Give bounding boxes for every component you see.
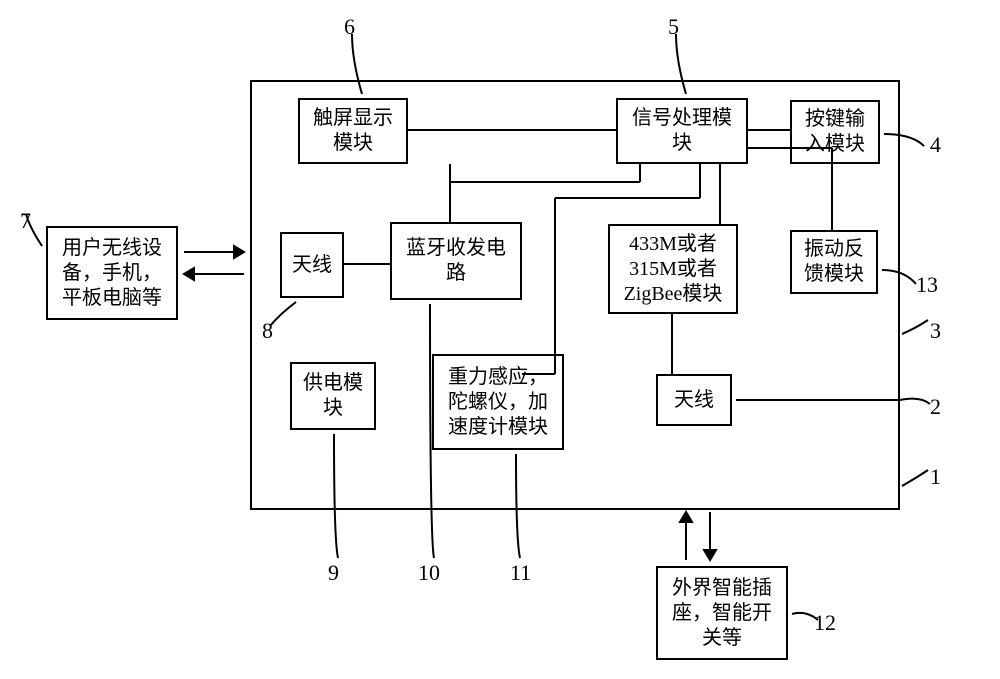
vibration-feedback-module: 振动反馈模块: [790, 230, 878, 294]
power-supply-module: 供电模块: [290, 362, 376, 430]
key-input-module: 按键输入模块: [790, 100, 880, 164]
diagram-stage: 触屏显示模块 信号处理模块 按键输入模块 天线 蓝牙收发电路 433M或者315…: [0, 0, 1000, 679]
sensor-module: 重力感应，陀螺仪，加速度计模块: [432, 354, 564, 450]
callout-9: 9: [328, 560, 339, 586]
label: 触屏显示模块: [313, 106, 393, 156]
label: 用户无线设备，手机，平板电脑等: [62, 236, 162, 311]
callout-6: 6: [344, 14, 355, 40]
bluetooth-transceiver: 蓝牙收发电路: [390, 222, 522, 300]
callout-3: 3: [930, 318, 941, 344]
label: 433M或者315M或者ZigBee模块: [624, 232, 723, 307]
label: 天线: [674, 388, 714, 413]
callout-13: 13: [916, 272, 938, 298]
callout-4: 4: [930, 132, 941, 158]
label: 天线: [292, 253, 332, 278]
callout-2: 2: [930, 394, 941, 420]
label: 供电模块: [303, 371, 363, 421]
user-wireless-device: 用户无线设备，手机，平板电脑等: [46, 226, 178, 320]
callout-12: 12: [814, 610, 836, 636]
external-smart-socket: 外界智能插座，智能开关等: [656, 566, 788, 660]
antenna-bt: 天线: [280, 232, 344, 298]
label: 信号处理模块: [632, 106, 732, 156]
callout-11: 11: [510, 560, 531, 586]
callout-1: 1: [930, 464, 941, 490]
rf-zigbee-module: 433M或者315M或者ZigBee模块: [608, 224, 738, 314]
label: 蓝牙收发电路: [406, 236, 506, 286]
label: 重力感应，陀螺仪，加速度计模块: [448, 365, 548, 440]
label: 按键输入模块: [805, 107, 865, 157]
callout-5: 5: [668, 14, 679, 40]
callout-8: 8: [262, 318, 273, 344]
antenna-rf: 天线: [656, 374, 732, 426]
callout-7: 7: [20, 208, 31, 234]
callout-10: 10: [418, 560, 440, 586]
label: 外界智能插座，智能开关等: [672, 576, 772, 651]
signal-processing-module: 信号处理模块: [616, 98, 748, 164]
label: 振动反馈模块: [804, 237, 864, 287]
touch-display-module: 触屏显示模块: [298, 98, 408, 164]
